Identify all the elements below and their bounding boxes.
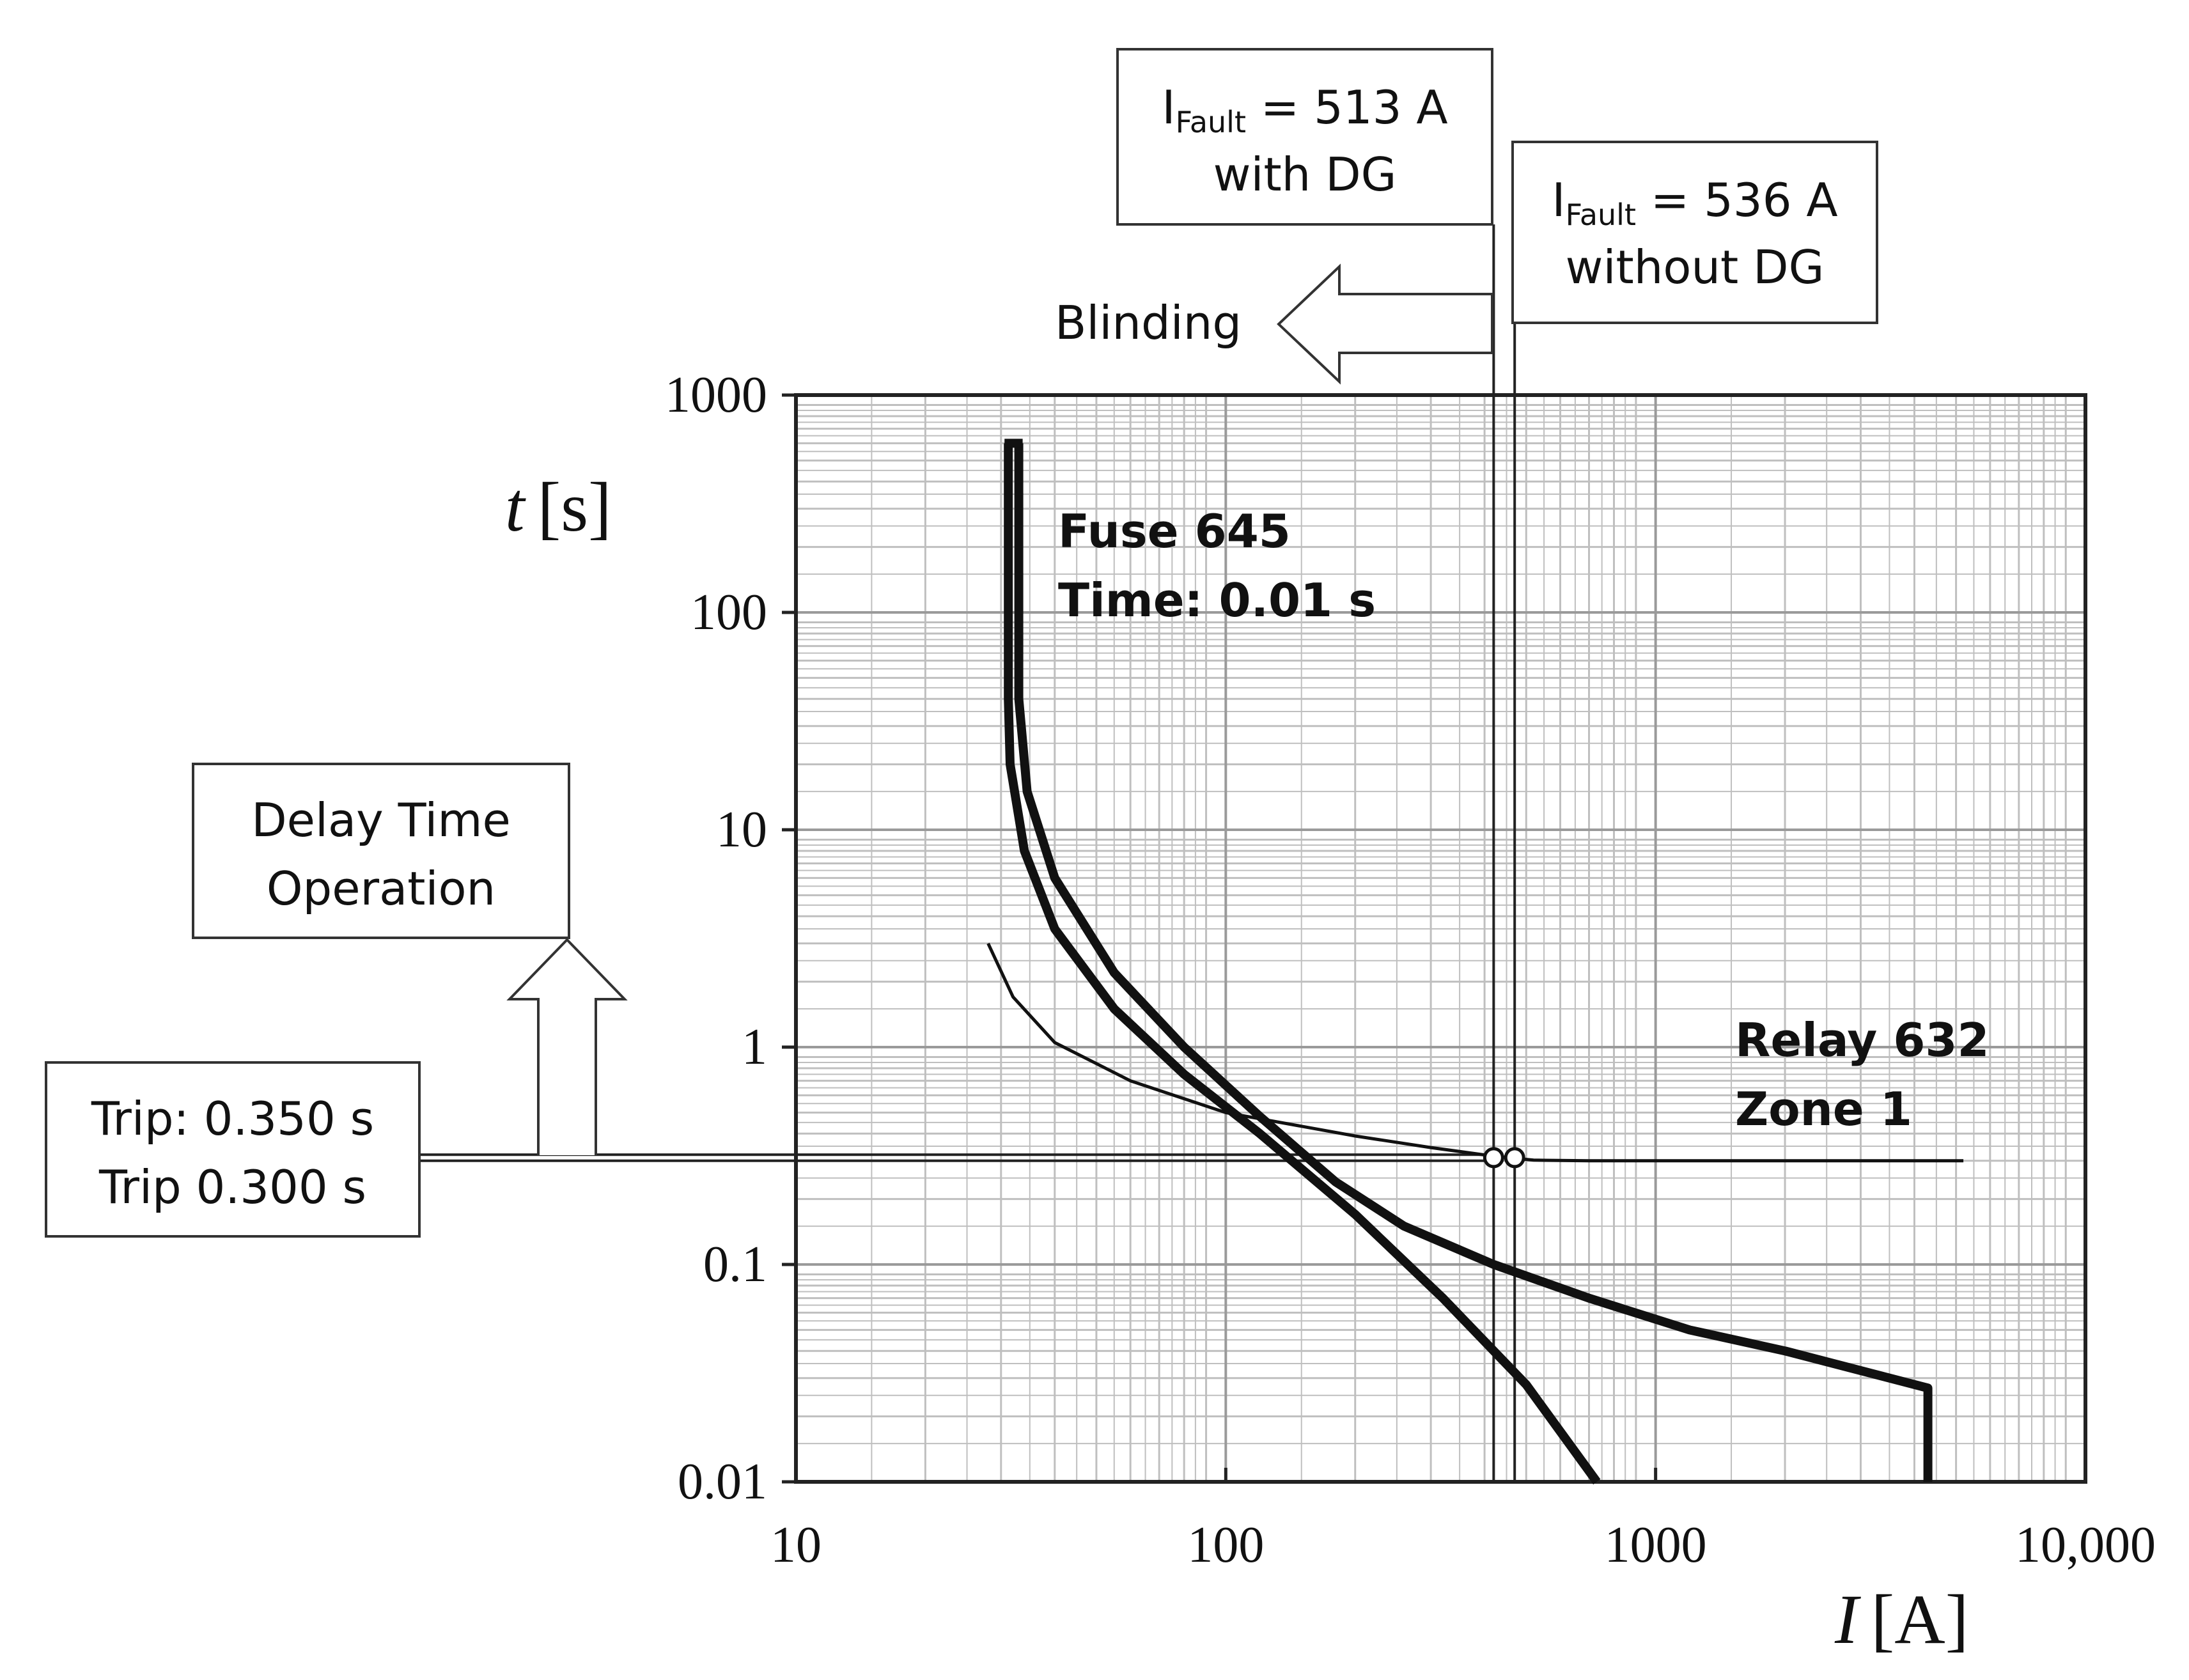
axis-layer: 10 100 1000 10,000 1000 100 10 1 0.1 0.01 bbox=[665, 367, 2156, 1573]
x-axis-title: I [A] bbox=[1834, 1580, 1968, 1658]
delay-time-line2: Operation bbox=[267, 862, 495, 915]
trip-box bbox=[45, 1061, 421, 1238]
blinding-arrow bbox=[1277, 263, 1493, 385]
trip-line2: Trip 0.300 s bbox=[98, 1160, 366, 1214]
y-tick-label: 1 bbox=[742, 1019, 767, 1075]
fault-box-with-dg-line2: with DG bbox=[1213, 148, 1397, 201]
series-fuse_min_melt bbox=[1004, 443, 1601, 1485]
y-tick-label: 0.01 bbox=[678, 1454, 767, 1510]
fault-trip-marker bbox=[1483, 1147, 1504, 1169]
fault-layer bbox=[419, 224, 1516, 1482]
y-tick-label: 100 bbox=[690, 584, 767, 641]
y-tick-label: 1000 bbox=[665, 367, 767, 423]
trip-line1: Trip: 0.350 s bbox=[91, 1092, 374, 1146]
series-layer bbox=[986, 439, 1964, 1485]
grid-layer bbox=[796, 395, 2085, 1482]
fuse-label-1: Fuse 645 bbox=[1058, 504, 1291, 558]
relay-label-2: Zone 1 bbox=[1735, 1082, 1912, 1136]
fault-box-with-dg bbox=[1116, 48, 1493, 226]
y-tick-label: 0.1 bbox=[703, 1236, 767, 1293]
y-axis-title: t [s] bbox=[505, 468, 612, 546]
fault-box-without-dg-line1: IFault = 536 A bbox=[1552, 173, 1837, 232]
fuse-label-2: Time: 0.01 s bbox=[1058, 573, 1376, 627]
fault-trip-marker bbox=[1504, 1147, 1525, 1169]
fault-box-with-dg-line1: IFault = 513 A bbox=[1162, 81, 1447, 139]
fault-box-without-dg bbox=[1511, 141, 1878, 324]
x-tick-label: 100 bbox=[1187, 1517, 1264, 1573]
delay-time-box bbox=[192, 763, 570, 939]
relay-label-1: Relay 632 bbox=[1735, 1013, 1990, 1067]
delay-arrow-shape bbox=[506, 938, 628, 1155]
plot-frame bbox=[794, 393, 2087, 1484]
y-tick-label: 10 bbox=[716, 802, 767, 858]
x-tick-label: 1000 bbox=[1605, 1517, 1707, 1573]
x-tick-label: 10 bbox=[770, 1517, 822, 1573]
fault-box-without-dg-line2: without DG bbox=[1566, 240, 1825, 294]
delay-time-line1: Delay Time bbox=[251, 793, 511, 847]
blinding-label: Blinding bbox=[1055, 296, 1242, 350]
series-relay_632 bbox=[986, 942, 1964, 1163]
series-fuse_total_clear bbox=[1014, 443, 1933, 1482]
x-tick-label: 10,000 bbox=[2015, 1517, 2156, 1573]
